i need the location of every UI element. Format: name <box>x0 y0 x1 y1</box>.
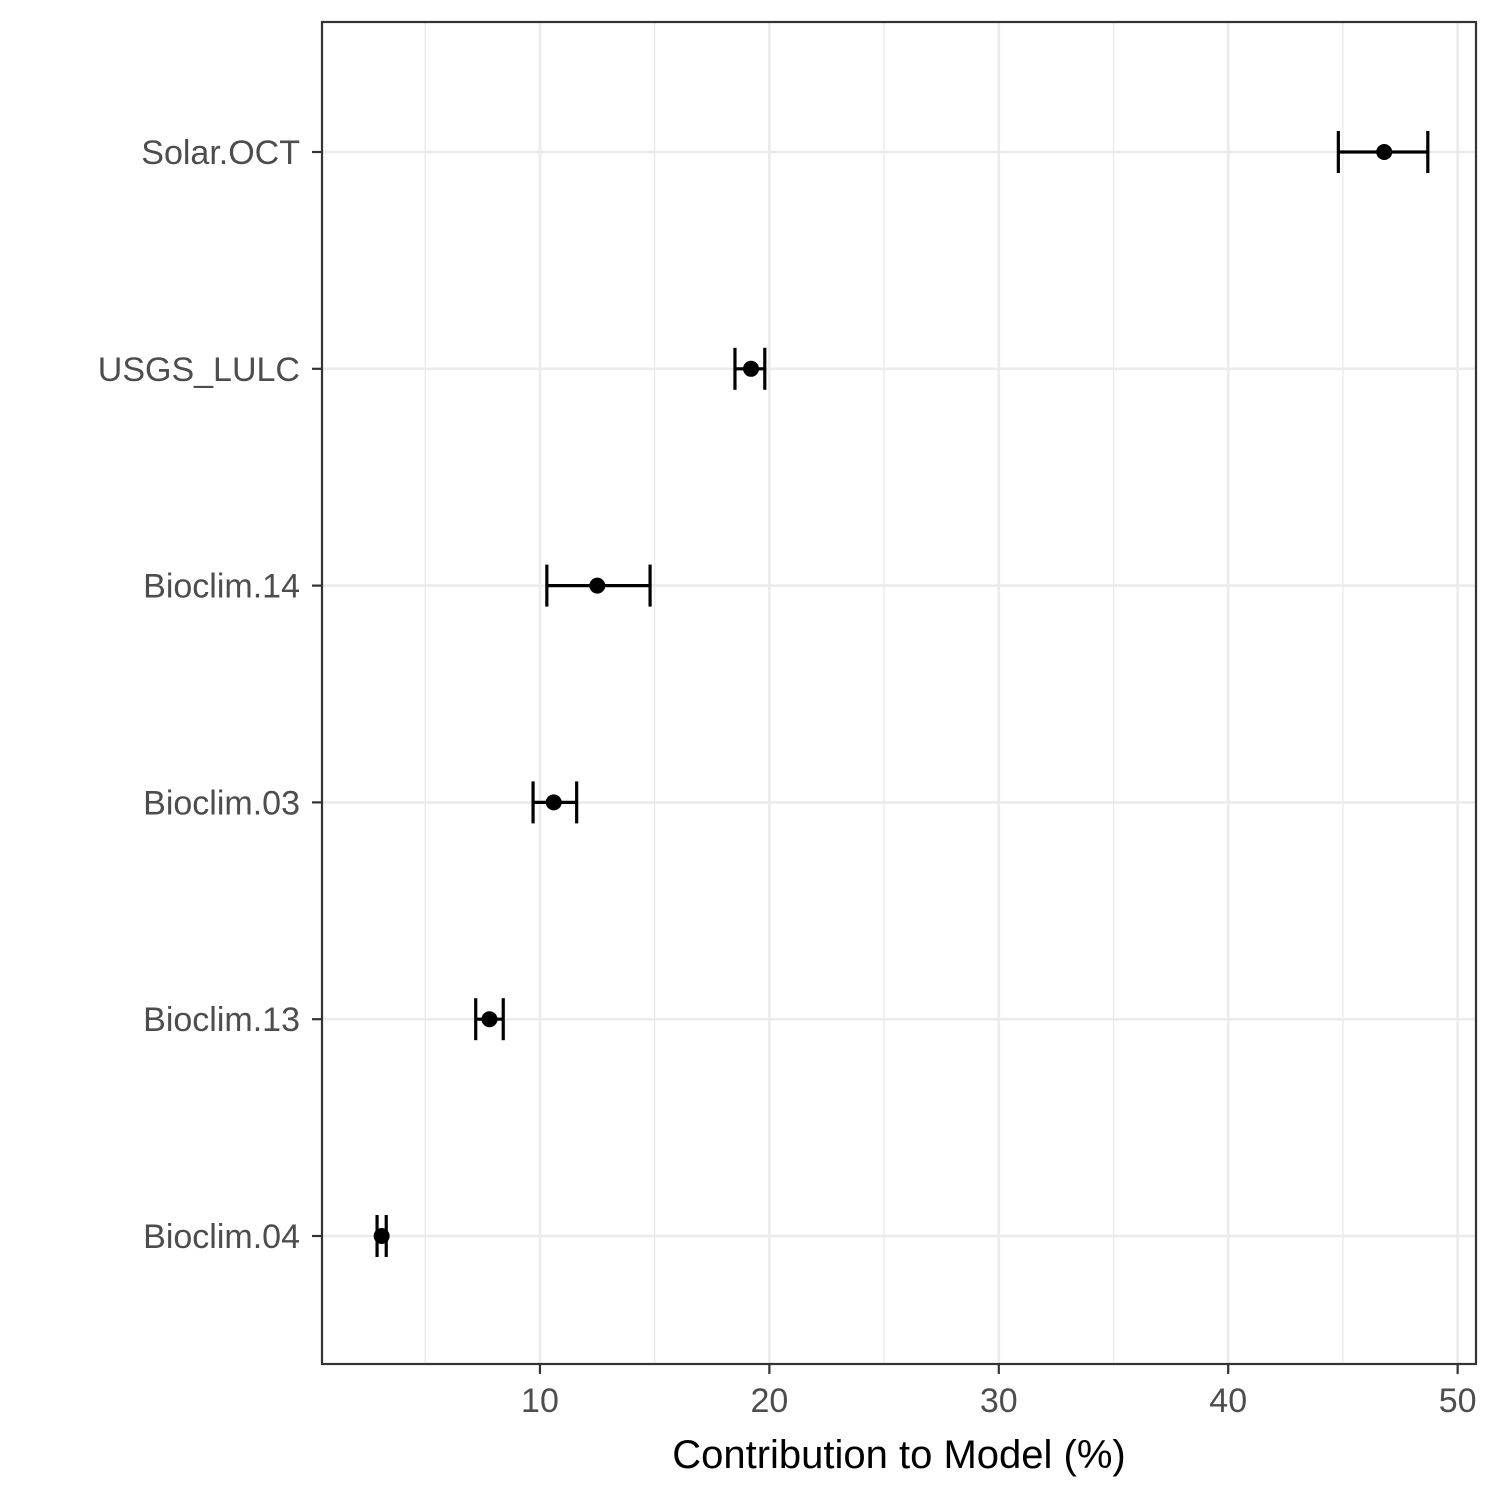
y-axis-tick-labels: Solar.OCT USGS_LULC Bioclim.14 Bioclim.03 Bi… <box>98 134 300 1256</box>
minor-gridlines <box>424 22 1344 1364</box>
x-tick-label: 50 <box>1439 1382 1477 1420</box>
y-tick-label: USGS_LULC <box>98 351 300 389</box>
data-point <box>589 577 606 594</box>
y-tick-label: Bioclim.04 <box>143 1218 300 1256</box>
y-tick-label: Bioclim.03 <box>143 784 300 822</box>
axis-ticks <box>312 150 1459 1374</box>
data-point <box>373 1228 390 1244</box>
y-tick-label: Bioclim.13 <box>143 1001 300 1039</box>
major-gridlines <box>322 22 1476 1364</box>
x-axis-tick-labels: 10 20 30 40 50 <box>521 1382 1477 1420</box>
data-point <box>545 794 562 811</box>
panel-border <box>320 20 1478 1366</box>
x-tick-label: 20 <box>750 1382 788 1420</box>
y-tick-label: Solar.OCT <box>141 134 300 172</box>
x-tick-label: 30 <box>980 1382 1018 1420</box>
data-points <box>373 144 1393 1244</box>
x-tick-label: 10 <box>521 1382 559 1420</box>
y-tick-label: Bioclim.14 <box>143 568 300 606</box>
x-tick-label: 40 <box>1209 1382 1247 1420</box>
data-point <box>743 360 760 377</box>
data-point <box>1376 144 1393 160</box>
data-point <box>481 1011 498 1028</box>
x-axis-title: Contribution to Model (%) <box>672 1433 1126 1477</box>
